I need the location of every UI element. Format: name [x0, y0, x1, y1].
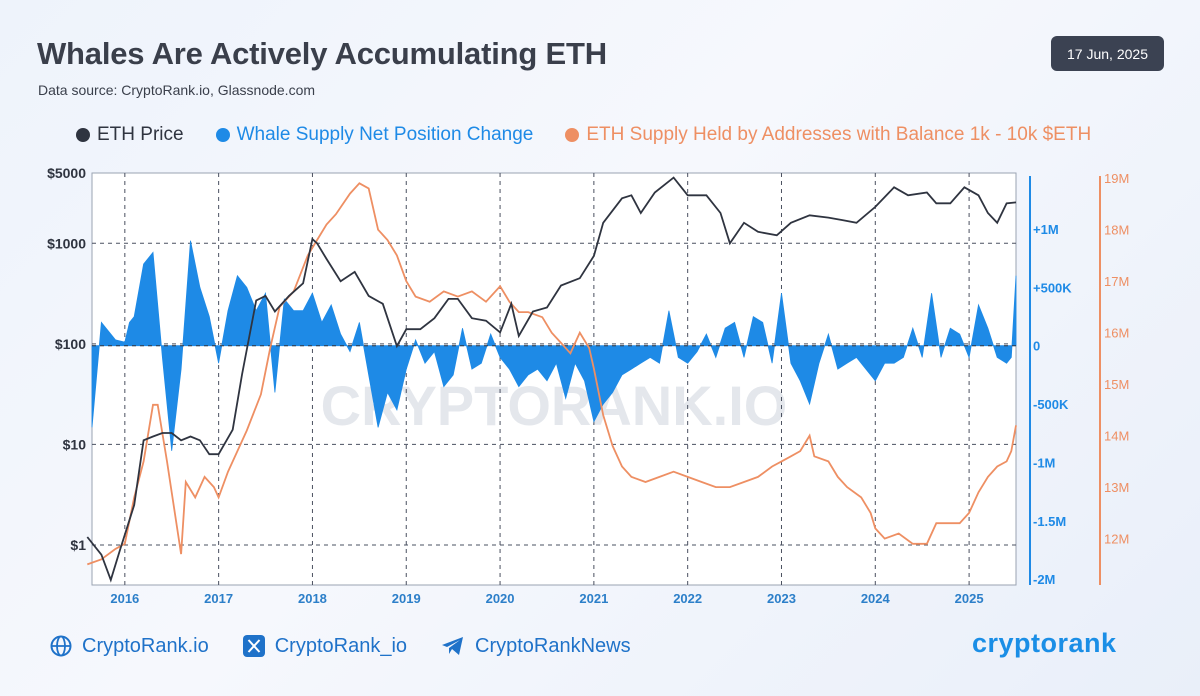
x-tick-label: 2016 [110, 591, 139, 606]
footer-website-link[interactable]: CryptoRank.io [50, 635, 209, 658]
x-tick-label: 2025 [955, 591, 984, 606]
x-tick-label: 2021 [579, 591, 608, 606]
y-left-tick-label: $100 [55, 336, 86, 352]
x-tick-label: 2018 [298, 591, 327, 606]
y-right-whale-tick-label: -1.5M [1033, 514, 1066, 529]
y-left-tick-label: $1000 [47, 235, 86, 251]
legend-label: ETH Price [97, 124, 184, 145]
legend-dot-icon [76, 128, 90, 142]
footer-website-label: CryptoRank.io [82, 634, 209, 657]
y-right-supply-tick-label: 19M [1104, 171, 1129, 186]
y-right-supply-tick-label: 14M [1104, 429, 1129, 444]
legend-dot-icon [215, 128, 230, 142]
telegram-icon [442, 637, 464, 655]
x-tick-label: 2017 [204, 591, 233, 606]
footer-links: CryptoRank.io CryptoRank_io CryptoRankNe… [50, 633, 631, 659]
x-tick-label: 2022 [673, 591, 702, 606]
x-tick-label: 2023 [767, 591, 796, 606]
y-right-whale-tick-label: -1M [1033, 455, 1055, 470]
eth-supply-line [86, 182, 1017, 566]
legend-item-eth-price[interactable]: ETH Price [76, 124, 184, 146]
y-right-whale-tick-label: +500K [1033, 280, 1072, 295]
y-left-tick-label: $10 [63, 436, 87, 452]
date-badge: 17 Jun, 2025 [1051, 36, 1164, 71]
globe-icon [50, 635, 72, 657]
legend-item-whale-supply[interactable]: Whale Supply Net Position Change [215, 124, 534, 146]
legend-label: Whale Supply Net Position Change [236, 124, 534, 145]
y-right-whale-tick-label: +1M [1033, 222, 1059, 237]
y-right-supply-tick-label: 13M [1104, 480, 1129, 495]
x-tick-label: 2024 [861, 591, 891, 606]
whale-supply-area [91, 240, 1017, 451]
legend-dot-icon [565, 128, 580, 142]
y-right-whale-tick-label: 0 [1033, 339, 1040, 354]
page-title: Whales Are Actively Accumulating ETH [37, 36, 607, 71]
y-right-whale-tick-label: -500K [1033, 397, 1069, 412]
y-left-tick-label: $1 [70, 537, 86, 553]
y-right-supply-tick-label: 18M [1104, 223, 1129, 238]
y-right-supply-tick-label: 17M [1104, 274, 1129, 289]
chart-legend: ETH Price Whale Supply Net Position Chan… [76, 124, 1091, 146]
eth-price-line [86, 176, 1017, 583]
plot-area [91, 172, 1017, 586]
y-left-tick-label: $5000 [47, 165, 86, 181]
footer-telegram-link[interactable]: CryptoRankNews [441, 635, 631, 658]
data-source: Data source: CryptoRank.io, Glassnode.co… [38, 82, 316, 98]
footer-telegram-label: CryptoRankNews [475, 634, 631, 657]
legend-label: ETH Supply Held by Addresses with Balanc… [586, 124, 1092, 145]
y-right-supply-tick-label: 15M [1104, 377, 1129, 392]
x-logo-icon [242, 635, 265, 657]
y-right-whale-tick-label: -2M [1033, 572, 1055, 587]
brand-logo: cryptorank [972, 628, 1117, 658]
y-right-supply-tick-label: 16M [1104, 326, 1129, 341]
footer-x-link[interactable]: CryptoRank_io [242, 634, 408, 658]
x-tick-label: 2019 [392, 591, 421, 606]
y-right-supply-tick-label: 12M [1104, 532, 1129, 547]
legend-item-eth-supply[interactable]: ETH Supply Held by Addresses with Balanc… [565, 124, 1091, 146]
x-tick-label: 2020 [486, 591, 515, 606]
footer-x-label: CryptoRank_io [274, 634, 408, 657]
